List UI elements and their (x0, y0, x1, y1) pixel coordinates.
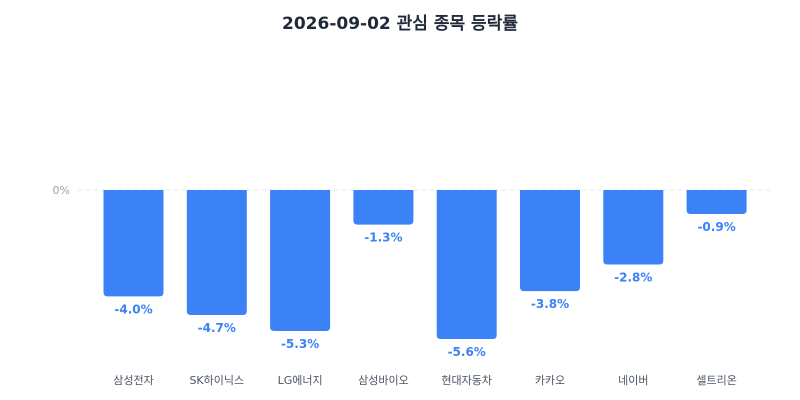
category-label: 삼성전자 (113, 374, 153, 387)
value-label: -0.9% (697, 220, 735, 234)
value-label: -2.8% (614, 271, 652, 285)
bar (353, 190, 414, 225)
bar (103, 190, 164, 297)
value-label: -1.3% (364, 231, 402, 245)
bar (186, 190, 247, 316)
value-label: -3.8% (531, 297, 569, 311)
value-label: -4.0% (114, 302, 152, 316)
bar (603, 190, 664, 265)
y-tick-label-zero: 0% (53, 184, 70, 197)
category-label: LG에너지 (278, 374, 323, 387)
value-label: -5.6% (448, 345, 486, 359)
value-label: -4.7% (198, 321, 236, 335)
category-label: 셀트리온 (696, 374, 736, 387)
value-label: -5.3% (281, 337, 319, 351)
category-label: 삼성바이오 (358, 374, 409, 387)
category-label: SK하이닉스 (189, 373, 244, 387)
bar (436, 190, 497, 339)
bar (270, 190, 331, 332)
bar (686, 190, 747, 214)
category-label: 현대자동차 (441, 374, 492, 387)
bar (520, 190, 580, 292)
chart-title: 2026-09-02 관심 종목 등락률 (282, 14, 518, 34)
category-label: 카카오 (535, 374, 565, 387)
category-label: 네이버 (618, 374, 648, 387)
